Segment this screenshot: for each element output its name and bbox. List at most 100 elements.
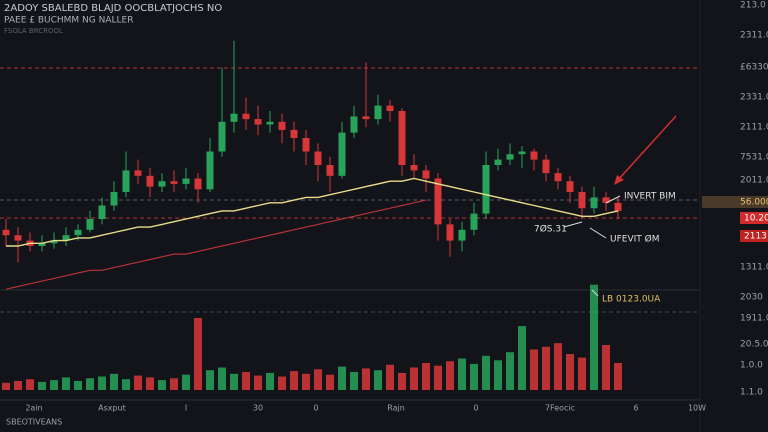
time-label: Asxput [98,404,126,413]
candle-body [158,181,166,187]
price-label: 2113 [744,232,767,242]
time-axis: 2ain Asxput I 30 0 Rajn 0 7Feocic 6 10W [25,404,706,413]
arrow [605,195,621,204]
volume-bar [218,367,226,390]
volume-bar [134,375,142,390]
candle-body [14,235,22,241]
candle-body [566,181,574,192]
candle-body [182,178,190,184]
candle-body [62,235,70,241]
arrow [563,221,583,228]
candle-body [2,229,10,236]
price-label: 56.000 [740,198,768,208]
candle-body [254,119,262,125]
price-axis: 213.0 2311.0 £6330 2331.0 2111.0 7531.0 2011.0… [740,1,768,398]
volume-bar [290,371,298,390]
arrow [591,289,599,297]
price-tag [702,196,768,208]
volume-bar [302,373,310,390]
volume-bar [362,368,370,390]
volume-bar [98,376,106,390]
volume-bar [554,343,562,390]
candle-body [110,192,118,206]
candle-body [50,240,58,244]
candle-body [302,138,310,152]
price-tag [740,230,768,242]
price-label: 7531.0 [740,153,768,163]
volume-bar [50,380,58,390]
annotation: LB 0123.0UA [602,295,661,305]
candle-body [230,113,238,122]
candle-body [506,154,514,160]
volume-bar [62,377,70,390]
volume-bar [386,364,394,390]
candle-body [446,224,454,241]
volume-bar [350,372,358,390]
price-label: 10.20 [744,214,768,224]
candle-body [194,178,202,190]
candle-body [374,105,382,120]
footer: SBEOTIVEANS [6,418,62,427]
candle-body [386,105,394,111]
time-label: Rajn [387,404,405,413]
candle-body [38,243,46,246]
volume-bar [38,381,46,390]
volume-bar [230,373,238,390]
candle-body [410,165,418,171]
volume-bar [242,372,250,390]
candle-body [122,170,130,192]
time-label: 7Feocic [545,404,575,413]
volume-bar [194,318,202,390]
candle-body [74,229,82,236]
price-label: 2331.0 [740,93,768,103]
candle-body [290,129,298,138]
price-label: £6330 [740,63,768,73]
volume-bar [86,378,94,390]
candle-body [146,175,154,187]
volume-bar [206,370,214,390]
candle-body [362,116,370,120]
volume-bar [578,357,586,390]
volume-bar [122,379,130,390]
volume-bar [446,361,454,390]
volume-bar [314,369,322,390]
candle-body [170,181,178,184]
time-label: 10W [688,404,706,413]
volume-bar [506,352,514,390]
volume-bar [614,363,622,390]
candle-body [278,121,286,130]
price-label: 2111.0 [740,123,768,133]
subtitle: PAEE £ BUCHMM NG NALLER [4,16,133,26]
time-label: 0 [473,404,478,413]
volume-bar [602,345,610,390]
volume-bar [326,374,334,390]
candle-body [326,165,334,176]
arrow-head [614,175,624,185]
volume-bar [434,365,442,390]
time-label: I [185,404,187,413]
candle-body [314,151,322,165]
candle-body [98,205,106,219]
volume-bar [458,358,466,390]
volume-bar [338,366,346,390]
volume-bar [2,382,10,390]
annotation: 7ØS.31 [534,224,567,235]
time-label: 30 [253,404,263,413]
price-label: 2311.0 [740,31,768,41]
volume-bar [74,381,82,390]
volume-bar [470,363,478,390]
volume-bar [170,378,178,390]
candle-body [338,132,346,176]
candle-body [434,178,442,225]
candle-body [554,173,562,182]
candle-body [206,151,214,190]
candle-body [134,170,142,176]
time-label: 6 [633,404,638,413]
volume-bar [566,354,574,390]
candle-body [578,192,586,209]
candle-body [518,151,526,155]
arrow [589,227,607,239]
volume-bar [110,373,118,390]
